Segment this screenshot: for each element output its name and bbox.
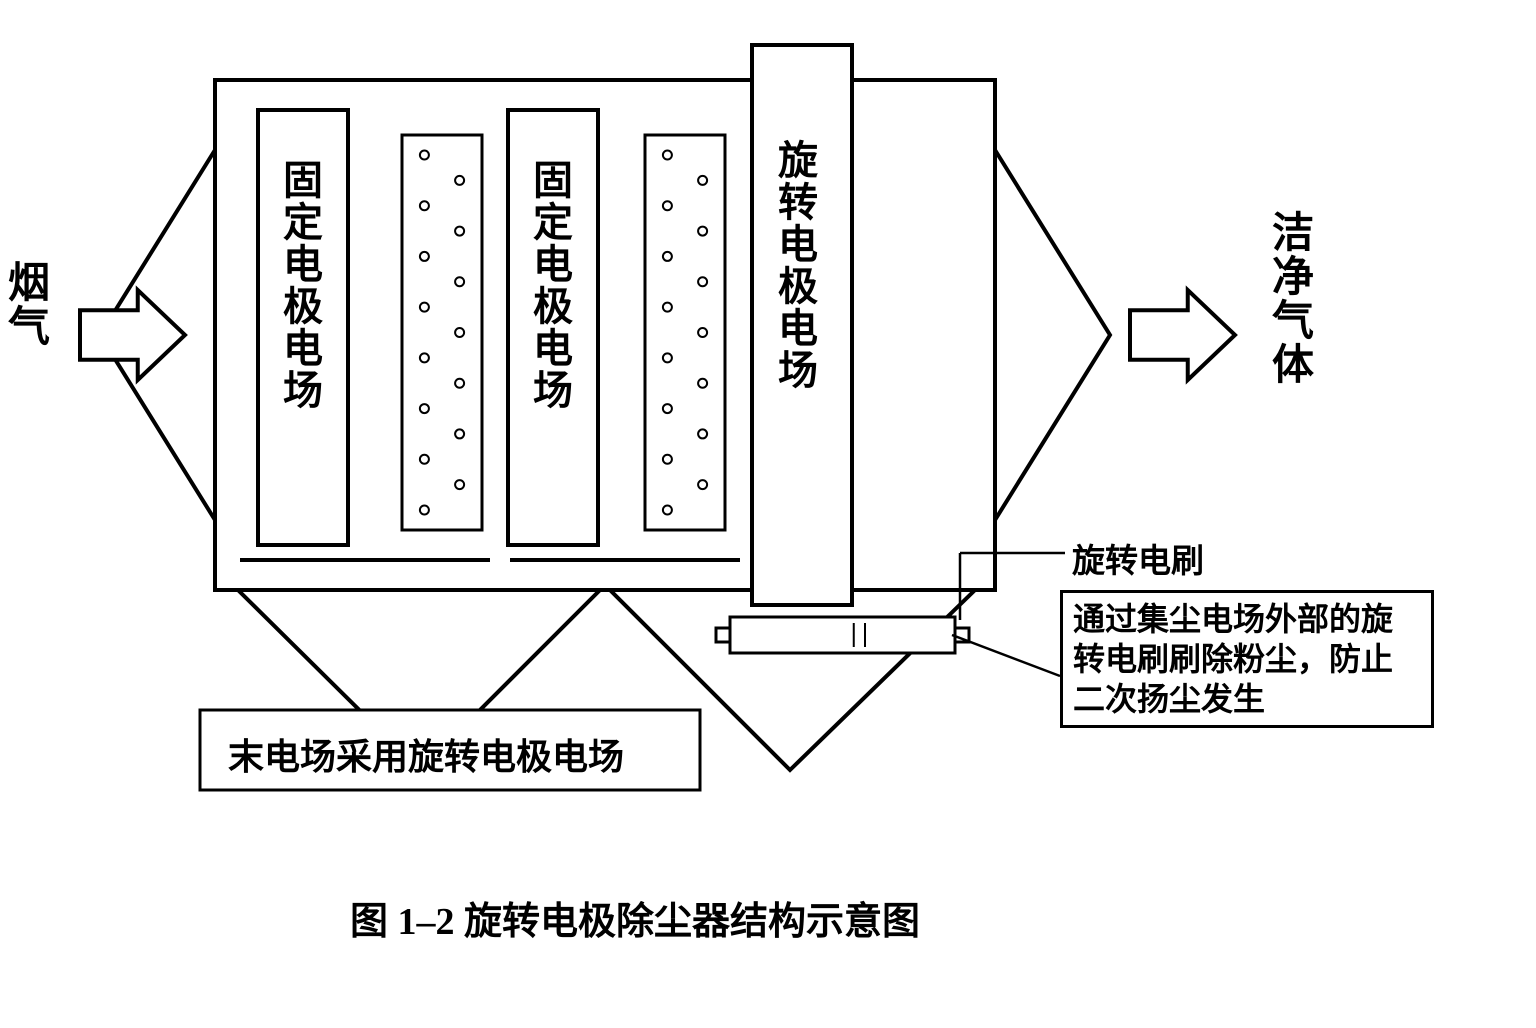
field2-label: 固定电极电场 <box>533 160 573 412</box>
dust-panel-1 <box>402 135 482 530</box>
outlet-cone <box>995 150 1110 520</box>
bottom-box-label: 末电场采用旋转电极电场 <box>228 728 624 780</box>
field3-label: 旋转电极电场 <box>778 140 818 392</box>
brush-label: 旋转电刷 <box>1072 534 1204 582</box>
dust-panel-2 <box>645 135 725 530</box>
outlet-label: 洁净气体 <box>1272 212 1314 388</box>
rotating-brush <box>730 617 955 653</box>
inlet-label: 烟气 <box>8 262 50 350</box>
outlet-arrow-icon <box>1130 290 1235 380</box>
figure-caption: 图 1–2 旋转电极除尘器结构示意图 <box>350 890 920 945</box>
note-box: 通过集尘电场外部的旋转电刷刷除粉尘，防止二次扬尘发生 <box>1060 590 1434 728</box>
field1-label: 固定电极电场 <box>283 160 323 412</box>
diagram-canvas <box>0 0 1536 1028</box>
